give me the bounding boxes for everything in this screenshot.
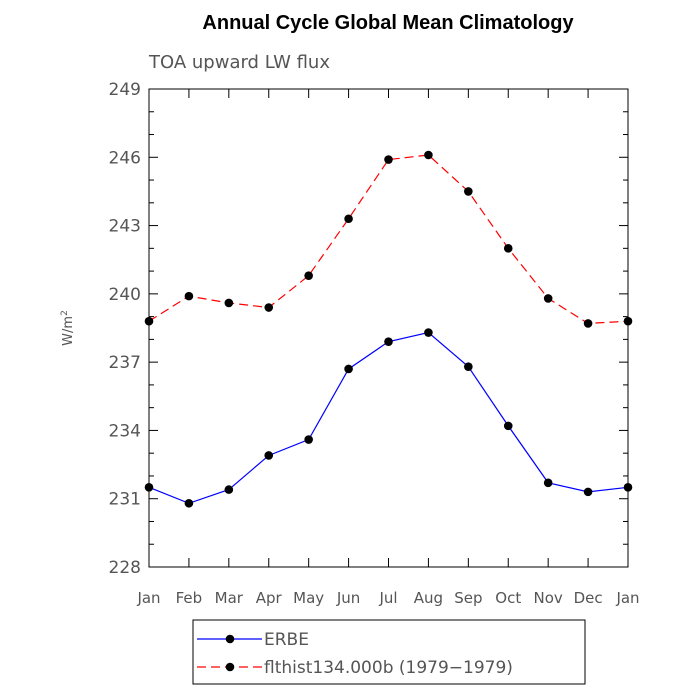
y-tick-label: 246 xyxy=(109,148,141,168)
y-tick-label: 249 xyxy=(109,80,141,100)
x-tick-label: Jul xyxy=(378,589,397,607)
y-tick-label: 240 xyxy=(109,285,141,305)
legend-label-2: flthist134.000b (1979−1979) xyxy=(264,658,513,678)
series-1-point xyxy=(583,487,593,497)
series-line-2 xyxy=(148,154,629,325)
series-1-point xyxy=(144,483,154,492)
series-2-point xyxy=(623,316,633,326)
series-1-point xyxy=(264,451,274,460)
x-tick-label: Nov xyxy=(534,589,563,607)
y-axis-label: W/m2 xyxy=(60,310,76,346)
x-tick-label: May xyxy=(293,589,324,607)
series-2-point xyxy=(184,291,194,301)
x-tick-label: Dec xyxy=(574,589,603,607)
y-tick-label: 243 xyxy=(109,217,141,237)
series-2-point xyxy=(384,155,393,164)
series-1-point xyxy=(543,478,553,488)
series-2-point xyxy=(464,187,473,196)
series-2-point xyxy=(304,271,313,280)
x-tick-label: Oct xyxy=(495,589,521,607)
plot-area: 228 231 234 237 240 243 246 249 Jan Feb Mar Apr May J… xyxy=(60,80,640,607)
chart-title: Annual Cycle Global Mean Climatology xyxy=(202,12,574,34)
y-tick-label: 228 xyxy=(109,558,141,578)
series-1-point xyxy=(224,485,234,494)
series-1-point xyxy=(384,337,393,346)
series-1-point xyxy=(623,483,633,492)
legend: ERBE flthist134.000b (1979−1979) xyxy=(192,619,586,685)
series-2-point xyxy=(424,150,433,160)
legend-marker-2 xyxy=(225,662,235,672)
series-2-point xyxy=(144,316,154,326)
legend-label-1: ERBE xyxy=(264,630,309,650)
series-2-point xyxy=(583,319,593,328)
series-line-1 xyxy=(148,331,629,504)
series-1-point xyxy=(424,328,433,337)
x-tick-label: Mar xyxy=(215,589,244,607)
series-1-point xyxy=(464,362,473,371)
y-tick-label: 231 xyxy=(109,490,141,510)
legend-box xyxy=(192,619,586,685)
y-tick-label: 234 xyxy=(109,421,141,441)
series-2-point xyxy=(503,244,513,253)
series-1-point xyxy=(503,421,513,431)
series-2-point xyxy=(543,294,553,303)
x-tick-label: Jan xyxy=(615,589,639,607)
series-2-point xyxy=(344,214,353,224)
x-tick-label: Jan xyxy=(136,589,160,607)
x-tick-label: Apr xyxy=(256,589,283,607)
x-tick-label: Jun xyxy=(336,589,360,607)
legend-marker-1 xyxy=(225,634,235,644)
chart-subtitle: TOA upward LW flux xyxy=(148,52,330,73)
x-tick-label: Feb xyxy=(176,589,203,607)
series-2-point xyxy=(224,298,234,308)
y-tick-label: 237 xyxy=(109,353,141,373)
series-2-point xyxy=(264,303,274,312)
series-1-point xyxy=(304,435,313,444)
series-1-point xyxy=(184,498,194,508)
x-tick-label: Aug xyxy=(414,589,443,607)
series-1-point xyxy=(344,364,353,374)
x-tick-label: Sep xyxy=(454,589,482,607)
